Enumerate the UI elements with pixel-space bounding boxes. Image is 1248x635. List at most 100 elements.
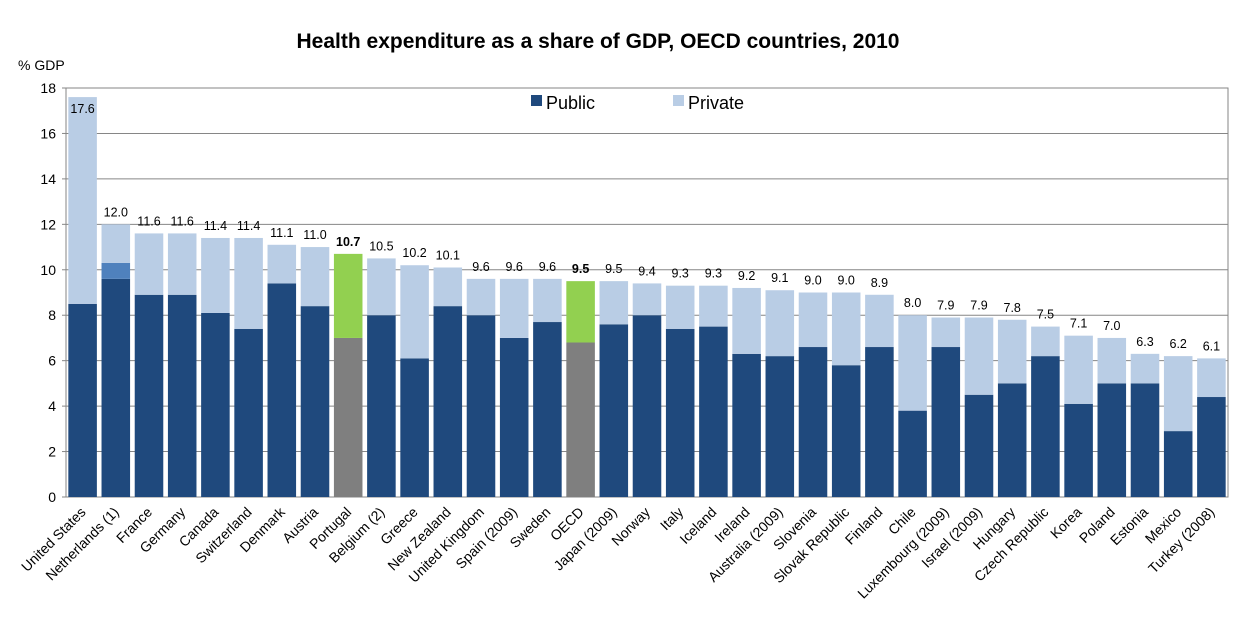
bar-private: [466, 278, 496, 316]
data-label: 11.6: [170, 214, 193, 228]
data-label: 9.5: [572, 262, 589, 276]
y-tick-label: 12: [40, 216, 56, 232]
legend-swatch-public: [531, 95, 542, 106]
bar-private: [732, 287, 761, 354]
data-label: 9.4: [638, 264, 655, 278]
bar-public: [1130, 383, 1160, 497]
legend-label-private: Private: [688, 93, 744, 113]
y-tick-label: 0: [48, 489, 56, 505]
data-label: 7.9: [937, 298, 954, 312]
data-label: 7.0: [1103, 319, 1120, 333]
bar-private: [931, 317, 961, 348]
y-tick-label: 2: [48, 444, 56, 460]
bar-public: [964, 394, 994, 497]
data-label: 9.5: [605, 262, 622, 276]
bar-public: [400, 358, 429, 497]
data-labels: 17.6 12.0 11.6 11.6 11.4 11.4 11.1 11.0 10.7 10.5…: [70, 102, 1220, 353]
data-label: 9.1: [771, 271, 788, 285]
data-label: 10.1: [436, 249, 460, 263]
bar-public: [665, 328, 695, 497]
bar-public: [234, 328, 263, 497]
y-tick-label: 16: [40, 125, 56, 141]
data-label: 11.0: [303, 228, 326, 242]
bar-public: [831, 365, 861, 497]
data-label: 11.6: [137, 214, 160, 228]
data-label: 17.6: [70, 102, 94, 116]
y-tick-label: 6: [48, 353, 56, 369]
y-tick-label: 8: [48, 307, 56, 323]
data-label: 7.9: [970, 298, 987, 312]
bar-private: [997, 319, 1027, 384]
bar-private: [300, 247, 330, 307]
bar-private: [234, 237, 263, 329]
bar-private: [533, 278, 562, 323]
y-axis: 0 2 4 6 8 10 12 14 16 18: [40, 80, 66, 505]
data-label: 9.6: [539, 260, 556, 274]
data-label: 8.0: [904, 296, 921, 310]
bar-public: [267, 283, 297, 497]
data-label: 12.0: [104, 205, 128, 219]
data-label: 10.7: [336, 235, 360, 249]
bar-private: [1097, 337, 1127, 384]
data-label: 9.0: [838, 274, 855, 288]
data-label: 9.3: [672, 267, 689, 281]
bar-private: [68, 97, 97, 304]
data-label: 10.5: [369, 239, 393, 253]
bar-private: [1197, 358, 1226, 398]
data-label: 11.4: [237, 219, 260, 233]
bar-private: [400, 265, 429, 359]
y-tick-label: 18: [40, 80, 56, 96]
bar-private: [433, 267, 463, 307]
bars: [68, 97, 1226, 497]
bar-private: [167, 233, 197, 295]
data-label: 6.1: [1203, 339, 1220, 353]
bar-private: [699, 285, 728, 327]
bar-public: [499, 337, 529, 497]
bar-public: [201, 312, 230, 497]
bar-private: [333, 253, 363, 338]
data-label: 9.6: [472, 260, 489, 274]
bar-private: [1064, 335, 1093, 404]
bar-public: [367, 315, 396, 497]
bar-private: [898, 315, 927, 411]
bar-public: [167, 294, 197, 497]
data-label: 6.3: [1136, 335, 1153, 349]
bar-private: [367, 258, 396, 316]
data-label: 11.4: [204, 219, 227, 233]
data-label: 9.2: [738, 269, 755, 283]
bar-private: [267, 244, 297, 284]
bar-private: [1130, 353, 1160, 384]
bar-public: [466, 315, 496, 497]
bar-public: [1064, 403, 1093, 497]
legend-label-public: Public: [546, 93, 595, 113]
data-label: 6.2: [1170, 337, 1187, 351]
data-label: 9.0: [804, 274, 821, 288]
bar-public: [433, 306, 463, 497]
bar-public: [1031, 356, 1060, 497]
bar-private: [201, 237, 230, 313]
bar-public: [566, 342, 595, 497]
bar-public: [300, 306, 330, 497]
y-tick-label: 4: [48, 398, 56, 414]
y-tick-label: 14: [40, 171, 56, 187]
bar-public: [599, 324, 629, 497]
chart-title: Health expenditure as a share of GDP, OE…: [296, 30, 900, 53]
data-label: 7.8: [1004, 301, 1021, 315]
bar-public: [134, 294, 164, 497]
legend-swatch-private: [673, 95, 684, 106]
bar-private: [865, 294, 894, 348]
data-label: 10.2: [402, 246, 426, 260]
bar-public: [1097, 383, 1127, 497]
bar-public: [765, 356, 795, 497]
bar-private: [499, 278, 529, 338]
bar-private: [1031, 326, 1060, 357]
bar-private: [964, 317, 994, 395]
bar-public: [1163, 431, 1193, 497]
bar-public: [68, 303, 97, 497]
category-label: Estonia: [1107, 504, 1151, 548]
category-label: Iceland: [676, 504, 719, 547]
category-label: Finland: [842, 504, 886, 548]
data-label: 9.6: [506, 260, 523, 274]
